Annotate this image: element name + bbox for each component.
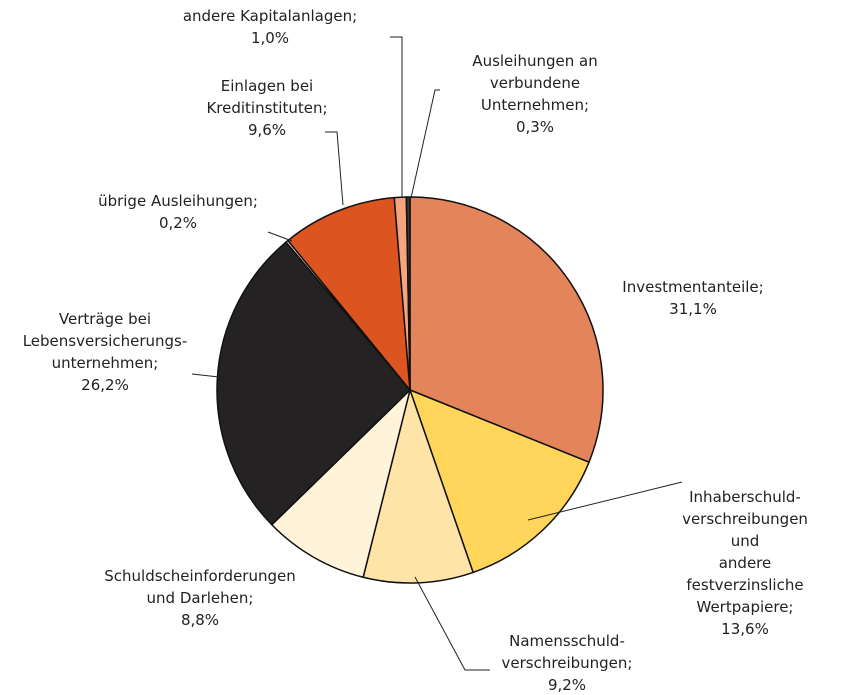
value-label: 0,3% — [515, 118, 555, 136]
leader-line — [390, 36, 403, 198]
value-label: 31,1% — [669, 300, 717, 318]
category-label: Ausleihungen an verbundene Unternehmen; — [472, 52, 598, 114]
category-label: Einlagen bei Kreditinstituten; — [206, 77, 328, 117]
slice-label: andere Kapitalanlagen; 1,0% — [183, 5, 357, 49]
pie-slice — [271, 389, 411, 578]
slice-label: Investmentanteile; 31,1% — [622, 276, 763, 320]
slice-label: Inhaberschuld- verschreibungen und ander… — [682, 486, 808, 640]
leader-line — [267, 231, 293, 242]
value-label: 9,6% — [247, 121, 287, 139]
slice-label: Namensschuld- verschreibungen; 9,2% — [502, 630, 633, 695]
category-label: Schuldscheinforderungen und Darlehen; — [104, 567, 296, 607]
value-label: 1,0% — [250, 29, 290, 47]
leader-line — [325, 131, 344, 206]
value-label: 0,2% — [158, 214, 198, 232]
pie-slice — [409, 196, 604, 463]
value-label: 26,2% — [81, 376, 129, 394]
value-label: 13,6% — [721, 620, 769, 638]
slice-label: Verträge bei Lebensversicherungs- untern… — [23, 308, 188, 396]
pie-slice — [405, 196, 411, 391]
category-label: Inhaberschuld- verschreibungen und ander… — [682, 488, 808, 616]
category-label: übrige Ausleihungen; — [98, 192, 258, 210]
value-label: 9,2% — [547, 676, 587, 694]
category-label: Investmentanteile; — [622, 278, 764, 296]
slice-label: Einlagen bei Kreditinstituten; 9,6% — [206, 75, 327, 141]
slice-label: Ausleihungen an verbundene Unternehmen; 0… — [472, 50, 597, 138]
category-label: Verträge bei Lebensversicherungs- untern… — [22, 310, 188, 372]
value-label: 8,8% — [180, 611, 220, 629]
leader-line — [410, 89, 440, 199]
pie-slice — [287, 196, 411, 391]
leader-line — [191, 373, 220, 378]
leader-line — [527, 481, 683, 521]
slice-label: Schuldscheinforderungen und Darlehen; 8,8… — [104, 565, 296, 631]
category-label: Namensschuld- verschreibungen; — [501, 632, 633, 672]
pie-slice — [216, 241, 411, 526]
pie-slice — [409, 389, 590, 574]
leader-line — [414, 576, 490, 671]
category-label: andere Kapitalanlagen; — [182, 7, 358, 25]
slice-label: übrige Ausleihungen; 0,2% — [98, 190, 258, 234]
